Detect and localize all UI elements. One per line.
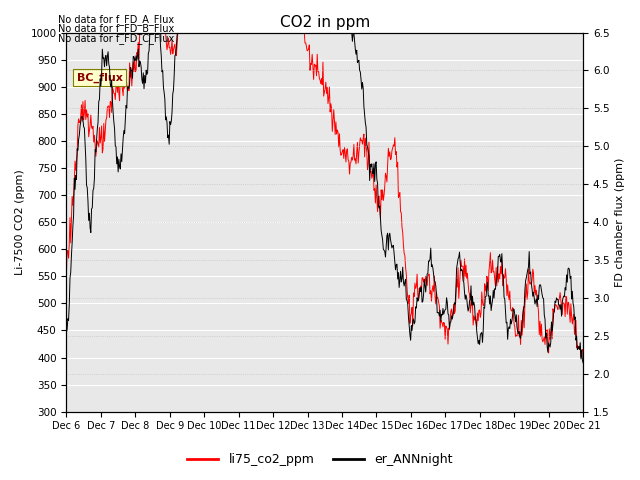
Y-axis label: Li-7500 CO2 (ppm): Li-7500 CO2 (ppm) (15, 169, 25, 275)
Text: No data for f_FD_A_Flux: No data for f_FD_A_Flux (58, 13, 173, 24)
Text: No data for f_FD_C_Flux: No data for f_FD_C_Flux (58, 33, 174, 44)
Text: No data for f_FD_B_Flux: No data for f_FD_B_Flux (58, 23, 174, 34)
Legend: li75_co2_ppm, er_ANNnight: li75_co2_ppm, er_ANNnight (182, 448, 458, 471)
Title: CO2 in ppm: CO2 in ppm (280, 15, 370, 30)
Text: BC_flux: BC_flux (77, 72, 123, 83)
Y-axis label: FD chamber flux (ppm): FD chamber flux (ppm) (615, 157, 625, 287)
